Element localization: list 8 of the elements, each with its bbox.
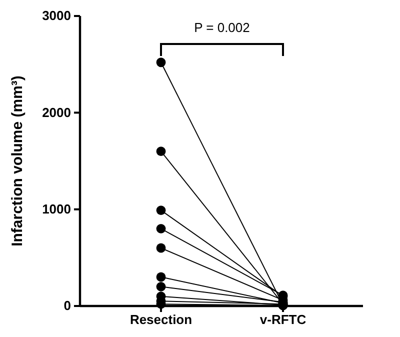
x-tick-label: Resection	[130, 312, 192, 328]
annotation: P = 0.002	[194, 20, 250, 35]
x-tick-label: v-RFTC	[260, 312, 307, 328]
y-tick-label: 2000	[42, 104, 71, 120]
y-tick-label: 1000	[42, 201, 71, 216]
y-tick-label: 0	[64, 298, 71, 314]
y-tick-label: 3000	[42, 8, 71, 24]
y-axis-title: Infarction volume (mm³)	[9, 76, 26, 246]
